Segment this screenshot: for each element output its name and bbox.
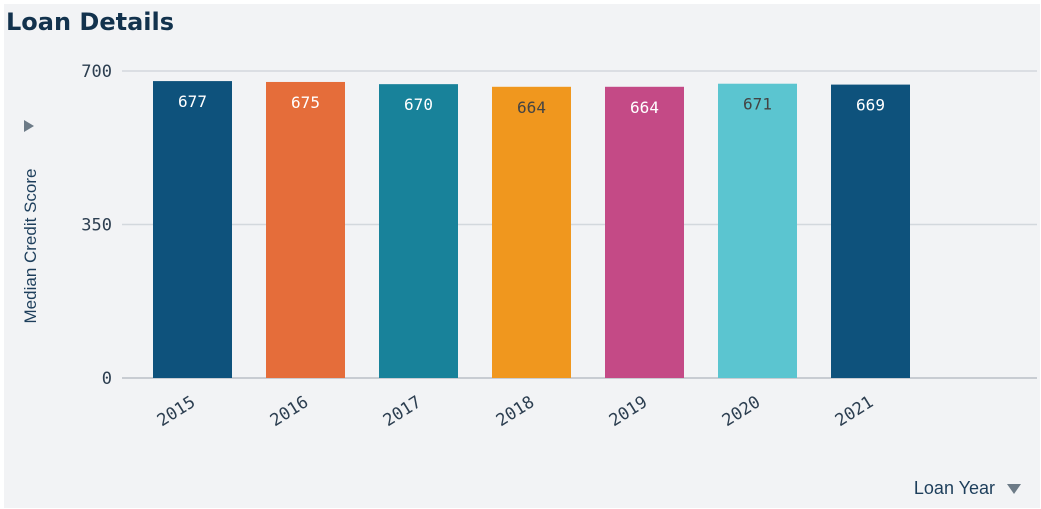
- x-axis-selector[interactable]: Loan Year: [914, 478, 1021, 499]
- dropdown-arrow-icon[interactable]: [1007, 483, 1021, 494]
- bar[interactable]: [266, 81, 345, 378]
- data-label: 664: [630, 98, 659, 117]
- data-label: 664: [517, 98, 546, 117]
- y-tick-label: 700: [81, 62, 112, 82]
- page-title: Loan Details: [6, 8, 175, 36]
- y-tick-label: 0: [102, 369, 112, 389]
- x-tick-label: 2015: [154, 392, 199, 431]
- bar[interactable]: [379, 84, 458, 379]
- x-tick-label: 2018: [493, 392, 538, 431]
- data-label: 669: [856, 96, 885, 115]
- bar[interactable]: [718, 83, 797, 379]
- y-axis-toggle[interactable]: [20, 120, 34, 132]
- data-label: 671: [743, 95, 772, 114]
- data-label: 675: [291, 93, 320, 112]
- bar[interactable]: [605, 86, 684, 378]
- y-tick-label: 350: [81, 216, 112, 236]
- expand-arrow-icon[interactable]: [24, 120, 34, 132]
- bar[interactable]: [153, 81, 232, 378]
- x-tick-label: 2016: [267, 392, 312, 431]
- x-axis-label[interactable]: Loan Year: [913, 478, 995, 498]
- x-tick-label: 2021: [832, 392, 877, 431]
- x-tick-label: 2019: [606, 392, 651, 431]
- x-tick-label: 2020: [719, 392, 764, 431]
- x-tick-label: 2017: [380, 392, 425, 431]
- data-label: 677: [178, 92, 207, 111]
- data-label: 670: [404, 95, 433, 114]
- bar[interactable]: [492, 86, 571, 378]
- bar[interactable]: [831, 84, 910, 379]
